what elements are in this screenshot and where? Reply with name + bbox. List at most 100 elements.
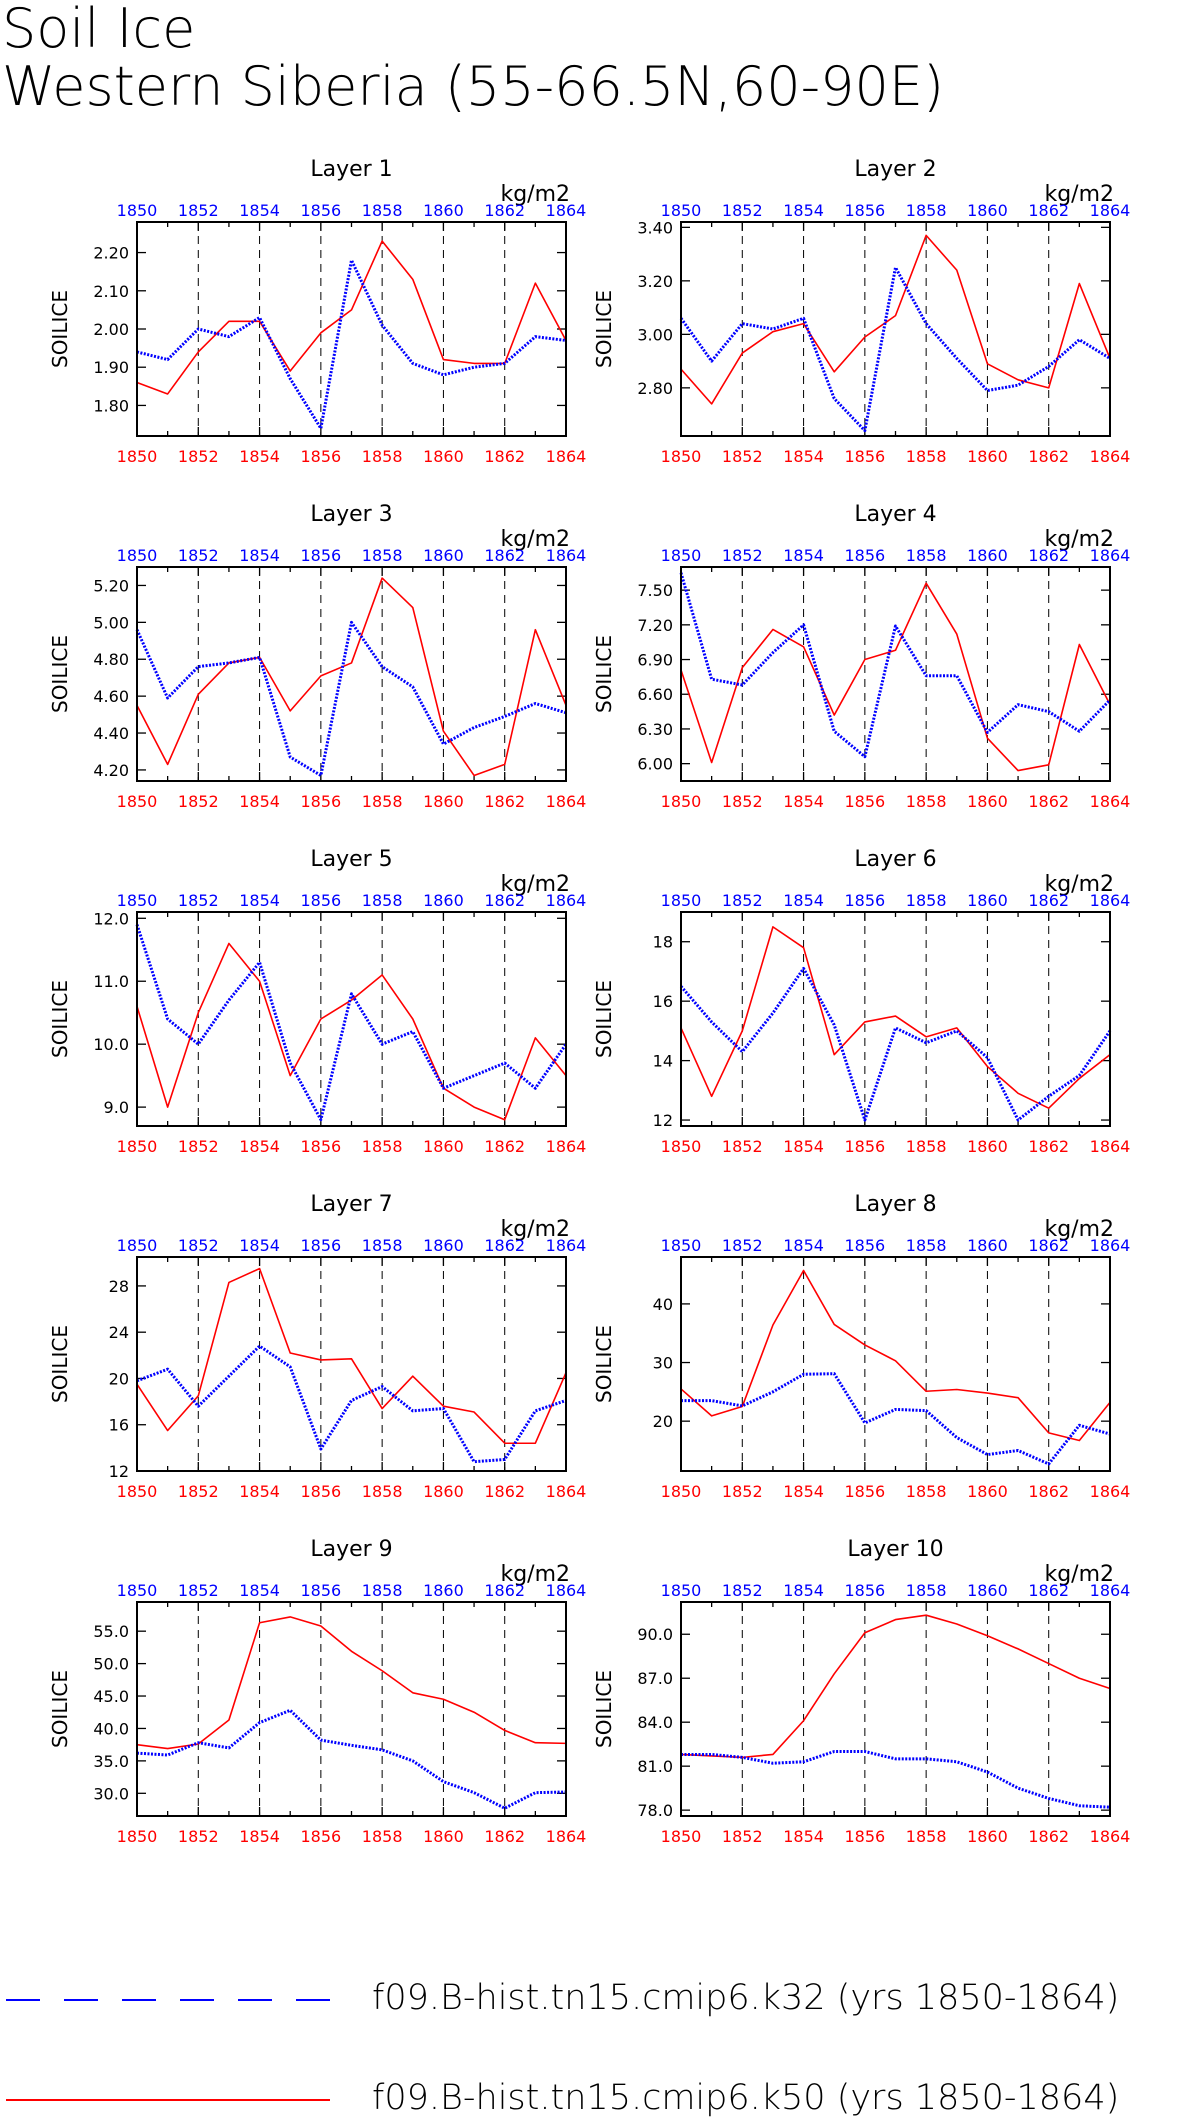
y-axis-label: SOILICE	[48, 1670, 72, 1748]
x-tick-label-bottom: 1858	[362, 1137, 403, 1156]
main-title: Soil Ice Western Siberia (55-66.5N,60-90…	[2, 0, 944, 116]
plot-frame	[136, 221, 567, 437]
x-tick-label-bottom: 1858	[906, 1137, 947, 1156]
series-line-k32	[679, 265, 1111, 433]
x-tick-label-bottom: 1852	[178, 1482, 219, 1501]
x-tick-label-bottom: 1860	[423, 1482, 464, 1501]
x-tick-label-bottom: 1862	[484, 792, 525, 811]
x-tick-label-top: 1862	[484, 1581, 525, 1600]
y-tick-label: 9.0	[104, 1098, 129, 1117]
x-tick-label-top: 1858	[906, 1581, 947, 1600]
x-tick-label-bottom: 1856	[844, 1827, 885, 1846]
units-label: kg/m2	[1044, 872, 1114, 897]
panel-7: Layer 7 kg/m2 SOILICE 1850 1850 1852 1852 1854 1…	[48, 1192, 586, 1501]
x-tick-label-bottom: 1864	[546, 1827, 587, 1846]
y-tick-label: 30.0	[93, 1784, 129, 1803]
x-tick-label-bottom: 1858	[906, 1482, 947, 1501]
x-tick-label-top: 1860	[423, 201, 464, 220]
y-tick-label: 45.0	[93, 1687, 129, 1706]
x-tick-label-top: 1854	[239, 1236, 280, 1255]
x-tick-label-bottom: 1850	[661, 1482, 702, 1501]
x-tick-label-top: 1850	[661, 891, 702, 910]
x-tick-label-top: 1858	[362, 1581, 403, 1600]
x-tick-label-top: 1860	[423, 891, 464, 910]
y-tick-label: 7.20	[637, 616, 673, 635]
x-tick-label-bottom: 1854	[239, 447, 280, 466]
units-label: kg/m2	[1044, 182, 1114, 207]
x-tick-label-top: 1856	[300, 546, 341, 565]
x-tick-label-top: 1854	[783, 546, 824, 565]
y-tick-label: 12.0	[93, 909, 129, 928]
x-tick-label-top: 1864	[546, 1236, 587, 1255]
x-tick-label-top: 1854	[783, 1236, 824, 1255]
legend-label-k32: f09.B-hist.tn15.cmip6.k32 (yrs 1850-1864…	[372, 1978, 1120, 2018]
x-tick-label-top: 1862	[1028, 201, 1069, 220]
panel-2: Layer 2 kg/m2 SOILICE 1850 1850 1852 1852 1854 1…	[592, 157, 1130, 466]
x-tick-label-top: 1862	[1028, 891, 1069, 910]
y-tick-label: 4.60	[93, 687, 129, 706]
plot-frame	[136, 566, 567, 782]
y-tick-label: 30	[653, 1354, 673, 1373]
x-tick-label-bottom: 1854	[783, 1482, 824, 1501]
x-tick-label-bottom: 1852	[178, 447, 219, 466]
y-tick-label: 16	[653, 992, 673, 1011]
x-tick-label-bottom: 1858	[362, 447, 403, 466]
series-line-k50	[136, 577, 567, 777]
units-label: kg/m2	[1044, 527, 1114, 552]
plot-frame	[680, 911, 1111, 1127]
x-tick-label-bottom: 1864	[546, 792, 587, 811]
units-label: kg/m2	[500, 1217, 570, 1242]
x-tick-label-bottom: 1862	[484, 1827, 525, 1846]
series-line-k50	[680, 1614, 1111, 1759]
y-axis-label: SOILICE	[592, 635, 616, 713]
panel-5: Layer 5 kg/m2 SOILICE 1850 1850 1852 1852 1854 1…	[48, 847, 586, 1156]
y-tick-label: 6.90	[637, 651, 673, 670]
x-tick-label-top: 1862	[484, 1236, 525, 1255]
x-tick-label-top: 1852	[178, 546, 219, 565]
y-tick-label: 3.00	[637, 325, 673, 344]
y-tick-label: 6.60	[637, 685, 673, 704]
y-tick-label: 3.40	[637, 218, 673, 237]
x-tick-label-bottom: 1856	[300, 1827, 341, 1846]
x-tick-label-bottom: 1850	[117, 1137, 158, 1156]
x-tick-label-top: 1854	[239, 1581, 280, 1600]
series-line-k50	[680, 582, 1111, 772]
y-axis-label: SOILICE	[48, 290, 72, 368]
x-tick-label-top: 1860	[423, 1236, 464, 1255]
y-tick-label: 87.0	[637, 1669, 673, 1688]
x-tick-label-bottom: 1856	[844, 447, 885, 466]
x-tick-label-top: 1858	[906, 891, 947, 910]
x-tick-label-bottom: 1862	[1028, 1827, 1069, 1846]
panel-3: Layer 3 kg/m2 SOILICE 1850 1850 1852 1852 1854 1…	[48, 502, 586, 811]
series-line-k50	[136, 240, 567, 395]
x-tick-label-bottom: 1852	[722, 1482, 763, 1501]
x-tick-label-bottom: 1862	[484, 447, 525, 466]
x-tick-label-top: 1856	[300, 1581, 341, 1600]
x-tick-label-top: 1858	[362, 546, 403, 565]
x-tick-label-bottom: 1858	[362, 1482, 403, 1501]
panel-8: Layer 8 kg/m2 SOILICE 1850 1850 1852 1852 1854 1…	[592, 1192, 1130, 1501]
x-tick-label-top: 1864	[1090, 1236, 1131, 1255]
x-tick-label-bottom: 1852	[722, 447, 763, 466]
x-tick-label-top: 1850	[117, 1236, 158, 1255]
x-tick-label-top: 1852	[178, 1236, 219, 1255]
series-line-k50	[136, 942, 567, 1121]
y-tick-label: 5.20	[93, 576, 129, 595]
panel-title: Layer 3	[310, 502, 392, 527]
x-tick-label-top: 1854	[783, 891, 824, 910]
units-label: kg/m2	[1044, 1217, 1114, 1242]
y-tick-label: 14	[653, 1052, 673, 1071]
x-tick-label-top: 1862	[1028, 1581, 1069, 1600]
title-line-2: Western Siberia (55-66.5N,60-90E)	[2, 55, 945, 118]
y-axis-label: SOILICE	[48, 635, 72, 713]
series-line-k50	[680, 1269, 1111, 1442]
x-tick-label-bottom: 1856	[300, 1482, 341, 1501]
series-line-k32	[136, 1344, 567, 1464]
x-tick-label-top: 1860	[967, 1581, 1008, 1600]
x-tick-label-bottom: 1860	[967, 792, 1008, 811]
x-tick-label-bottom: 1864	[1090, 1827, 1131, 1846]
x-tick-label-top: 1858	[906, 546, 947, 565]
panel-title: Layer 1	[310, 157, 392, 182]
x-tick-label-top: 1864	[1090, 1581, 1131, 1600]
panel-4: Layer 4 kg/m2 SOILICE 1850 1850 1852 1852 1854 1…	[592, 502, 1130, 811]
